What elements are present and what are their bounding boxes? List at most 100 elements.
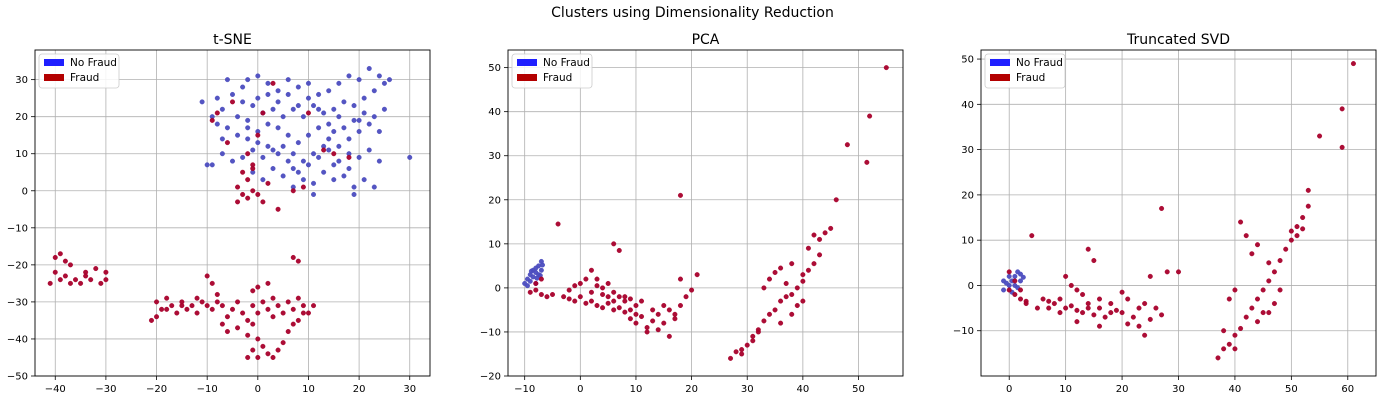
scatter-point (270, 354, 276, 360)
scatter-point (1057, 296, 1063, 302)
scatter-point (265, 80, 271, 86)
scatter-point (240, 84, 246, 90)
scatter-point (1142, 332, 1148, 338)
y-tick-label: −10 (953, 326, 974, 337)
scatter-point (616, 247, 622, 253)
scatter-point (1232, 346, 1238, 352)
x-tick-label: 0 (577, 384, 583, 395)
x-tick-label: 0 (255, 384, 261, 395)
scatter-point (285, 329, 291, 335)
y-tick-label: 20 (15, 112, 28, 123)
scatter-point (1091, 258, 1097, 264)
scatter-point (326, 147, 332, 153)
series-no-fraud (199, 66, 413, 197)
scatter-point (351, 117, 357, 123)
scatter-point (199, 299, 205, 305)
scatter-point (265, 280, 271, 286)
scatter-point (750, 338, 756, 344)
scatter-point (778, 265, 784, 271)
x-tick-label: 10 (1059, 384, 1072, 395)
scatter-point (627, 296, 633, 302)
scatter-point (1288, 237, 1294, 243)
scatter-point (250, 147, 256, 153)
scatter-point (265, 91, 271, 97)
scatter-point (1018, 271, 1024, 277)
scatter-point (229, 91, 235, 97)
y-tick-label: 20 (961, 190, 974, 201)
scatter-point (1288, 228, 1294, 234)
scatter-point (361, 110, 367, 116)
scatter-point (336, 80, 342, 86)
scatter-point (255, 336, 261, 342)
scatter-point (285, 77, 291, 83)
scatter-point (240, 154, 246, 160)
scatter-point (381, 80, 387, 86)
scatter-point (1085, 246, 1091, 252)
scatter-point (672, 316, 678, 322)
scatter-point (766, 276, 772, 282)
scatter-point (1300, 215, 1306, 221)
x-tick-label: −10 (197, 384, 218, 395)
scatter-point (1153, 305, 1159, 311)
scatter-point (245, 332, 251, 338)
scatter-point (1046, 298, 1052, 304)
scatter-point (524, 283, 530, 289)
scatter-point (1164, 269, 1170, 275)
scatter-point (1006, 287, 1012, 293)
legend-swatch (990, 59, 1010, 66)
scatter-point (250, 166, 256, 172)
scatter-point (1142, 301, 1148, 307)
scatter-point (805, 245, 811, 251)
scatter-point (1074, 319, 1080, 325)
scatter-point (57, 251, 63, 257)
legend-label: Fraud (70, 72, 99, 84)
scatter-point (148, 317, 154, 323)
x-tick-label: −10 (514, 384, 535, 395)
scatter-point (250, 103, 256, 109)
scatter-point (290, 166, 296, 172)
scatter-point (285, 132, 291, 138)
axes-frame (980, 49, 1377, 377)
scatter-point (1102, 314, 1108, 320)
scatter-point (783, 280, 789, 286)
scatter-point (47, 280, 53, 286)
scatter-point (555, 221, 561, 227)
scatter-point (194, 310, 200, 316)
scatter-point (204, 303, 210, 309)
scatter-point (789, 292, 795, 298)
legend-swatch (517, 59, 537, 66)
scatter-point (1266, 310, 1272, 316)
scatter-point (583, 276, 589, 282)
legend-label: No Fraud (70, 57, 117, 69)
scatter-point (677, 276, 683, 282)
y-tick-label: 0 (22, 186, 28, 197)
scatter-point (1063, 305, 1069, 311)
scatter-point (572, 298, 578, 304)
scatter-point (260, 199, 266, 205)
scatter-point (633, 303, 639, 309)
scatter-point (1232, 332, 1238, 338)
scatter-point (356, 128, 362, 134)
scatter-point (1136, 305, 1142, 311)
x-tick-label: −40 (45, 384, 66, 395)
scatter-point (789, 261, 795, 267)
scatter-point (600, 305, 606, 311)
y-tick-label: −10 (7, 223, 28, 234)
x-tick-label: 20 (1116, 384, 1129, 395)
scatter-point (1096, 323, 1102, 329)
scatter-point (677, 303, 683, 309)
scatter-point (800, 278, 806, 284)
scatter-point (366, 121, 372, 127)
scatter-point (811, 232, 817, 238)
scatter-point (326, 121, 332, 127)
scatter-point (1159, 312, 1165, 318)
legend: No Fraud Fraud (984, 53, 1066, 89)
scatter-point (783, 294, 789, 300)
scatter-point (1029, 233, 1035, 239)
scatter-point (1294, 224, 1300, 230)
scatter-point (594, 276, 600, 282)
scatter-point (103, 277, 109, 283)
scatter-point (627, 316, 633, 322)
scatter-point (1147, 273, 1153, 279)
scatter-point (1294, 233, 1300, 239)
